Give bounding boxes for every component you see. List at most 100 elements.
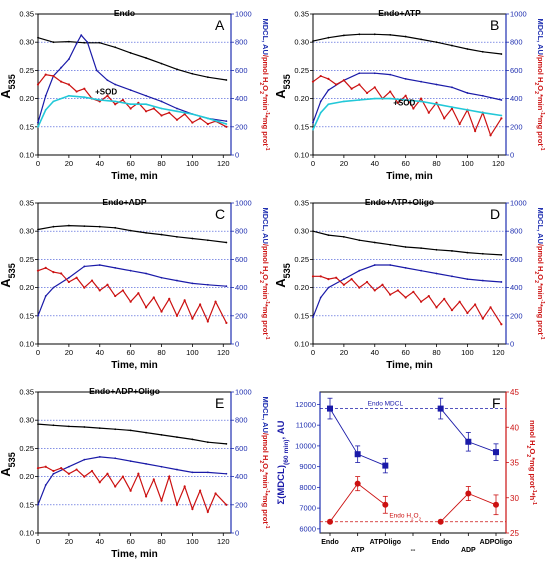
data-point-mdcl-blue bbox=[358, 72, 361, 75]
y2-tick-label: 0 bbox=[235, 151, 239, 160]
data-point-sod-cyan bbox=[466, 108, 469, 111]
data-point-mdcl-blue bbox=[52, 472, 55, 475]
series-line-black bbox=[37, 423, 227, 445]
data-point-h2o2-red bbox=[389, 293, 392, 296]
data-point-black bbox=[312, 40, 314, 42]
data-point-sod-cyan bbox=[451, 106, 453, 108]
y-tick-label: 11000 bbox=[296, 421, 316, 430]
data-point-h2o2-red bbox=[206, 510, 209, 513]
data-point-mdcl-blue bbox=[435, 272, 438, 275]
data-point-h2o2-red bbox=[396, 101, 400, 104]
series-line-mdcl-blue bbox=[312, 72, 502, 123]
data-point-sod-cyan bbox=[129, 103, 132, 106]
data-point-h2o2-red bbox=[137, 292, 140, 295]
data-point-mdcl-blue bbox=[404, 77, 407, 80]
x-tick-label: 120 bbox=[492, 159, 505, 168]
data-point-h2o2-red bbox=[83, 475, 86, 478]
data-point-mdcl-blue bbox=[129, 89, 132, 92]
y2-tick-label: 400 bbox=[235, 472, 248, 481]
data-point-square bbox=[327, 405, 333, 412]
y2-tick-label: 1000 bbox=[235, 10, 252, 19]
series-line-mdcl-blue bbox=[37, 264, 227, 317]
data-point-mdcl-blue bbox=[114, 266, 117, 269]
y-tick-label: 0.20 bbox=[294, 283, 309, 292]
series-line-h2o2-red bbox=[37, 267, 227, 324]
data-point-black bbox=[83, 225, 86, 228]
x-tick-label: 100 bbox=[186, 159, 199, 168]
x-axis-label: Time, min bbox=[111, 171, 158, 182]
x-tick-label: 100 bbox=[461, 348, 474, 357]
data-point-mdcl-blue bbox=[67, 276, 70, 279]
data-point-h2o2-red bbox=[489, 134, 492, 137]
data-point-h2o2-red bbox=[36, 467, 40, 470]
data-point-black bbox=[389, 33, 392, 36]
data-point-black bbox=[206, 441, 209, 444]
data-point-h2o2-red bbox=[381, 283, 384, 286]
data-point-h2o2-red bbox=[98, 289, 101, 292]
data-point-black bbox=[98, 427, 101, 429]
data-point-mdcl-blue bbox=[319, 296, 322, 299]
data-point-h2o2-red bbox=[225, 321, 228, 324]
series-line-mdcl-blue bbox=[37, 456, 227, 506]
y-tick-label: 0.15 bbox=[19, 122, 34, 131]
data-point-h2o2-red bbox=[144, 306, 148, 309]
data-point-h2o2-red bbox=[342, 283, 345, 286]
panel-F: 6000 7000 8000 9000 10000 11000 12000 25 30 35 40 4… bbox=[276, 388, 537, 554]
y2-tick-label: 1000 bbox=[510, 199, 527, 208]
data-point-black bbox=[451, 250, 453, 252]
panel-D: 0 20 40 60 80 100 120 0.10 0.15 0.20 0.25 0.30 0.35 0… bbox=[273, 197, 545, 371]
data-point-sod-cyan bbox=[225, 123, 228, 125]
data-point-h2o2-red bbox=[458, 122, 461, 126]
plot-frame bbox=[37, 202, 232, 345]
y-tick-label: 0.25 bbox=[19, 444, 34, 453]
data-point-sod-cyan bbox=[191, 113, 194, 116]
data-point-mdcl-blue bbox=[312, 121, 314, 124]
data-point-h2o2-red bbox=[98, 481, 101, 484]
data-point-h2o2-red bbox=[458, 300, 461, 303]
y-tick-label: 10000 bbox=[295, 441, 316, 450]
y2-tick-label: 800 bbox=[235, 227, 248, 236]
data-point-circle bbox=[354, 480, 361, 487]
data-point-black bbox=[373, 241, 376, 244]
data-point-mdcl-blue bbox=[481, 94, 484, 97]
data-point-mdcl-blue bbox=[95, 69, 98, 72]
data-point-h2o2-red bbox=[168, 297, 171, 300]
data-point-circle bbox=[465, 490, 472, 497]
x-tick-label: 120 bbox=[217, 159, 230, 168]
data-point-sod-cyan bbox=[44, 108, 47, 111]
data-point-h2o2-red bbox=[427, 294, 430, 298]
data-point-mdcl-blue bbox=[52, 286, 55, 289]
data-point-h2o2-red bbox=[60, 80, 63, 83]
x-tick-label: 100 bbox=[186, 348, 199, 357]
x-tick-label: 80 bbox=[432, 159, 440, 168]
data-point-h2o2-red bbox=[443, 117, 446, 120]
series-line-h2o2-red bbox=[313, 275, 502, 325]
y2-tick-label: 200 bbox=[235, 500, 248, 509]
data-point-black bbox=[129, 229, 132, 232]
y2-tick-label: 600 bbox=[235, 66, 248, 75]
data-point-mdcl-blue bbox=[312, 316, 314, 319]
data-point-black bbox=[420, 247, 422, 250]
data-point-h2o2-red bbox=[67, 280, 70, 284]
data-point-sod-cyan bbox=[342, 100, 345, 103]
panel-A: 0 20 40 60 80 100 120 0.10 0.15 0.20 0.25 0.30 0.35 0… bbox=[0, 8, 270, 182]
x-axis-label: Time, min bbox=[111, 549, 158, 560]
data-point-h2o2-red bbox=[481, 317, 484, 320]
data-point-mdcl-blue bbox=[44, 484, 47, 486]
y-tick-label: 6000 bbox=[299, 524, 316, 533]
series-line-black bbox=[37, 37, 227, 81]
y-tick-label: 0.30 bbox=[19, 38, 34, 47]
y-tick-label: 8000 bbox=[299, 483, 316, 492]
data-point-black bbox=[176, 235, 178, 238]
y-axis-label: A535 bbox=[273, 74, 292, 99]
x-tick-label: 20 bbox=[65, 159, 73, 168]
data-point-black bbox=[435, 41, 438, 44]
plot-frame bbox=[312, 202, 507, 345]
data-point-h2o2-red bbox=[373, 289, 376, 292]
data-point-h2o2-red bbox=[183, 485, 186, 488]
data-point-mdcl-blue bbox=[145, 272, 147, 275]
data-point-circle bbox=[437, 518, 444, 525]
data-point-mdcl-blue bbox=[129, 460, 132, 462]
y-tick-label: 0.20 bbox=[294, 94, 309, 103]
